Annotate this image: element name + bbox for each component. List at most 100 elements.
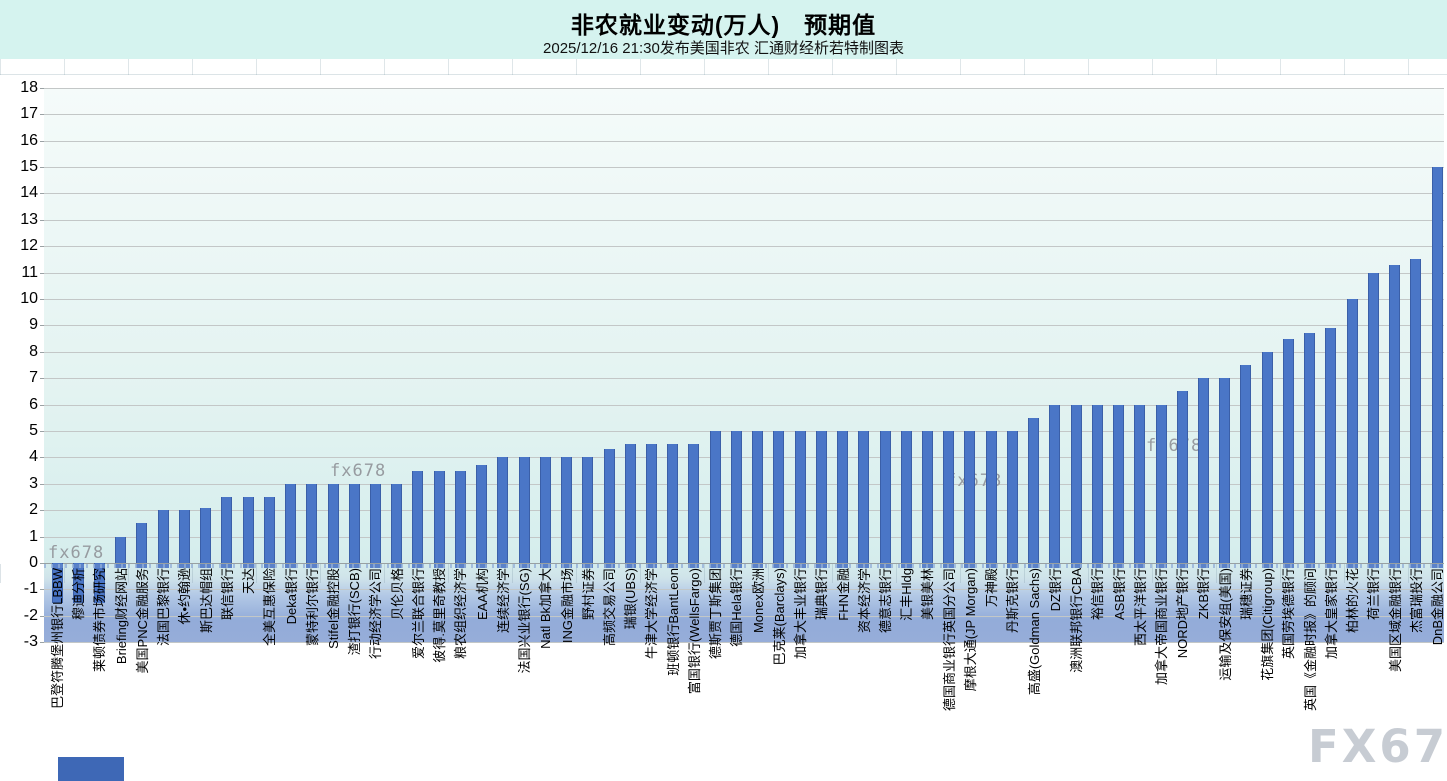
x-axis-label: 爱尔兰联合银行 bbox=[410, 568, 426, 660]
y-axis-label: 15 bbox=[20, 158, 38, 175]
y-axis-label: 11 bbox=[21, 263, 38, 281]
bar bbox=[327, 483, 339, 563]
watermark-fx678-large: FX678 bbox=[1308, 720, 1447, 773]
y-tick-18 bbox=[40, 87, 44, 89]
bar bbox=[93, 563, 105, 603]
bar bbox=[624, 444, 636, 563]
bar bbox=[964, 431, 976, 563]
x-axis-label: Stifel金融控股 bbox=[326, 568, 341, 649]
bar bbox=[582, 457, 594, 563]
y-tick-8 bbox=[40, 351, 44, 353]
x-axis-label: DZ银行 bbox=[1047, 568, 1063, 612]
bar bbox=[815, 431, 827, 563]
x-axis-label: 法国兴业银行(SG) bbox=[517, 568, 533, 674]
bar bbox=[497, 457, 509, 563]
bar bbox=[1049, 404, 1061, 563]
x-axis-label: 资本经济学 bbox=[856, 568, 872, 634]
y-tick-5 bbox=[40, 431, 44, 432]
x-axis-label: DnB金融公司 bbox=[1430, 568, 1445, 646]
y-axis-label: 9 bbox=[29, 316, 38, 334]
bar bbox=[1176, 391, 1188, 563]
x-axis-label: 加拿大丰业银行 bbox=[793, 568, 809, 660]
x-axis-label: 法国巴黎银行 bbox=[156, 568, 172, 647]
x-axis-label: 穆迪分析 bbox=[71, 568, 87, 621]
y-tick-14 bbox=[40, 193, 44, 195]
y-tick-10 bbox=[40, 299, 44, 300]
x-axis-label: 休•约翰逊 bbox=[177, 568, 193, 625]
x-axis-label: 澳洲联邦银行CBA bbox=[1069, 568, 1085, 673]
bar bbox=[391, 483, 403, 563]
gridline-2 bbox=[44, 510, 1444, 512]
x-axis-label: 粮农组织经济学 bbox=[453, 568, 469, 660]
x-axis-label: 野村证券 bbox=[580, 568, 596, 621]
x-axis-label: 德国Hela银行 bbox=[729, 568, 745, 647]
y-tick--3 bbox=[40, 642, 44, 644]
gridline-15 bbox=[44, 167, 1444, 168]
x-axis-label: 行动经济学公司 bbox=[368, 568, 384, 660]
x-axis-label: 富国银行(WellsFargo) bbox=[686, 568, 702, 695]
x-axis-label: Briefing财经网站 bbox=[113, 568, 129, 665]
x-axis-label: 高频交易公司 bbox=[602, 568, 617, 647]
x-axis-label: 德意志银行 bbox=[878, 568, 893, 634]
bar bbox=[1410, 259, 1422, 563]
y-tick-0 bbox=[40, 563, 44, 564]
bar bbox=[178, 510, 190, 563]
bar bbox=[1113, 404, 1125, 563]
x-axis-label: 德斯贾丁斯集团 bbox=[708, 568, 724, 660]
x-axis-label: 英国《金融时报》的顾问 bbox=[1302, 568, 1318, 712]
x-axis-label: 渣打银行(SCB) bbox=[347, 568, 363, 656]
y-axis-label: 0 bbox=[29, 554, 38, 571]
bar bbox=[518, 457, 530, 563]
gridline-16 bbox=[44, 140, 1444, 142]
watermark-fx678-1: fx678 bbox=[48, 543, 105, 563]
y-tick-2 bbox=[40, 510, 44, 512]
selection-artifact-rectangle bbox=[58, 757, 124, 781]
gridline--3 bbox=[44, 642, 1444, 644]
y-axis-label: -3 bbox=[23, 633, 38, 651]
bar bbox=[348, 483, 360, 563]
watermark-fx678-4: fx678 bbox=[1146, 436, 1203, 456]
bar bbox=[561, 457, 573, 563]
chart-subtitle: 2025/12/16 21:30发布美国非农 汇通财经析若特制图表 bbox=[543, 40, 904, 57]
y-tick-13 bbox=[40, 219, 44, 221]
x-axis-label: 荷兰银行 bbox=[1366, 568, 1382, 621]
bar bbox=[1240, 365, 1252, 563]
x-axis-label: 汇丰Hldg bbox=[899, 568, 915, 621]
bar bbox=[752, 431, 764, 563]
bar bbox=[1091, 404, 1103, 563]
y-axis-label: 10 bbox=[20, 290, 38, 307]
y-axis-label: 16 bbox=[20, 131, 38, 149]
gridline-6 bbox=[44, 404, 1444, 406]
y-tick-12 bbox=[40, 246, 44, 248]
x-axis-label: 瑞典银行 bbox=[814, 568, 830, 621]
bar bbox=[837, 431, 849, 563]
bar bbox=[1028, 417, 1040, 563]
gridline-5 bbox=[44, 431, 1444, 432]
bar bbox=[433, 470, 445, 563]
gridline-11 bbox=[44, 272, 1444, 274]
bar bbox=[730, 431, 742, 563]
gridline-10 bbox=[44, 299, 1444, 300]
y-tick-1 bbox=[40, 536, 44, 538]
gridline-13 bbox=[44, 219, 1444, 221]
bar bbox=[136, 523, 148, 563]
y-tick-6 bbox=[40, 404, 44, 406]
gridline-14 bbox=[44, 193, 1444, 195]
bar bbox=[688, 444, 700, 563]
bar bbox=[1219, 378, 1231, 563]
gridline-12 bbox=[44, 246, 1444, 248]
y-axis-label: -1 bbox=[23, 580, 38, 598]
bar bbox=[1155, 404, 1167, 563]
x-axis-label: 花旗集团(Citigroup) bbox=[1260, 568, 1276, 681]
spreadsheet-grid-strip-top bbox=[0, 59, 1447, 75]
x-axis-label: 瑞银(UBS) bbox=[623, 568, 639, 630]
gridline-18 bbox=[44, 87, 1444, 89]
gridline-7 bbox=[44, 378, 1444, 380]
bar bbox=[72, 563, 84, 603]
y-axis-label: 18 bbox=[20, 78, 38, 96]
gridline-8 bbox=[44, 351, 1444, 353]
y-axis-label: 12 bbox=[20, 237, 38, 255]
bar bbox=[1070, 404, 1082, 563]
x-axis-label: Deka银行 bbox=[283, 568, 299, 625]
x-axis-label: 杰富瑞投行 bbox=[1408, 568, 1424, 634]
